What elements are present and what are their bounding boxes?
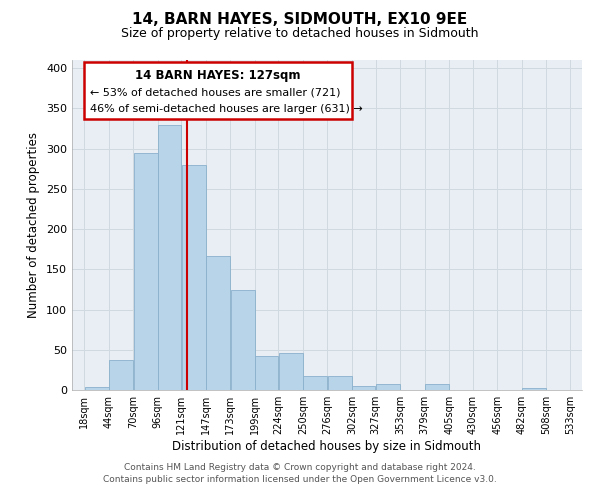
Bar	[134, 152, 158, 390]
Bar	[206, 256, 230, 390]
Bar	[425, 384, 449, 390]
Text: 46% of semi-detached houses are larger (631) →: 46% of semi-detached houses are larger (…	[90, 104, 362, 114]
Text: Size of property relative to detached houses in Sidmouth: Size of property relative to detached ho…	[121, 28, 479, 40]
Text: 14, BARN HAYES, SIDMOUTH, EX10 9EE: 14, BARN HAYES, SIDMOUTH, EX10 9EE	[133, 12, 467, 28]
Bar	[255, 356, 278, 390]
Bar	[522, 388, 546, 390]
Bar	[352, 386, 376, 390]
Bar	[328, 376, 352, 390]
Text: 14 BARN HAYES: 127sqm: 14 BARN HAYES: 127sqm	[136, 69, 301, 82]
Text: Contains HM Land Registry data © Crown copyright and database right 2024.: Contains HM Land Registry data © Crown c…	[124, 464, 476, 472]
Bar	[376, 384, 400, 390]
Bar	[85, 387, 109, 390]
Text: ← 53% of detached houses are smaller (721): ← 53% of detached houses are smaller (72…	[90, 88, 340, 98]
Bar	[278, 353, 303, 390]
FancyBboxPatch shape	[84, 62, 352, 119]
Text: Contains public sector information licensed under the Open Government Licence v3: Contains public sector information licen…	[103, 475, 497, 484]
Bar	[182, 164, 206, 390]
Bar	[230, 290, 254, 390]
Bar	[109, 360, 133, 390]
Bar	[158, 125, 181, 390]
X-axis label: Distribution of detached houses by size in Sidmouth: Distribution of detached houses by size …	[173, 440, 482, 453]
Y-axis label: Number of detached properties: Number of detached properties	[28, 132, 40, 318]
Bar	[303, 376, 327, 390]
